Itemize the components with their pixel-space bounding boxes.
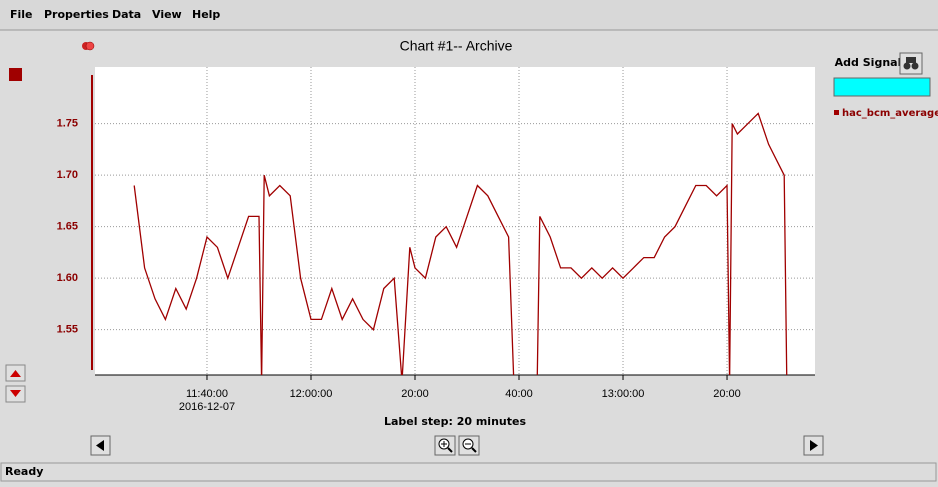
axis-color-swatch[interactable] (9, 68, 22, 81)
y-tick-label: 1.75 (57, 118, 78, 130)
x-tick-label: 40:00 (505, 388, 533, 400)
label-step: Label step: 20 minutes (384, 415, 526, 428)
menu-item[interactable]: Data (112, 8, 141, 21)
menu-item[interactable]: Properties (44, 8, 109, 21)
menu-item[interactable]: File (10, 8, 33, 21)
x-tick-label: 12:00:00 (290, 388, 333, 400)
legend-swatch (834, 110, 839, 115)
menu-bar (0, 0, 938, 30)
x-tick-label: 11:40:00 (186, 388, 228, 400)
x-date-label: 2016-12-07 (179, 401, 235, 413)
y-tick-label: 1.70 (57, 169, 78, 181)
signal-input[interactable] (833, 77, 931, 97)
x-tick-label: 20:00 (401, 388, 429, 400)
legend-entry[interactable]: hac_bcm_average (842, 108, 938, 119)
record-icon[interactable] (85, 41, 95, 51)
status-text: Ready (5, 465, 43, 478)
y-tick-label: 1.55 (57, 324, 78, 336)
y-tick-label: 1.60 (57, 272, 78, 284)
x-tick-label: 13:00:00 (602, 388, 645, 400)
chart-title: Chart #1-- Archive (400, 38, 513, 54)
status-bar (0, 462, 937, 482)
x-tick-label: 20:00 (713, 388, 741, 400)
menu-item[interactable]: View (152, 8, 182, 21)
add-signal-button[interactable] (899, 52, 923, 75)
menu-item[interactable]: Help (192, 8, 220, 21)
plot-area (95, 67, 815, 375)
y-tick-label: 1.65 (57, 221, 78, 233)
data-line (133, 112, 788, 375)
add-signal-label: Add Signal (835, 56, 902, 69)
